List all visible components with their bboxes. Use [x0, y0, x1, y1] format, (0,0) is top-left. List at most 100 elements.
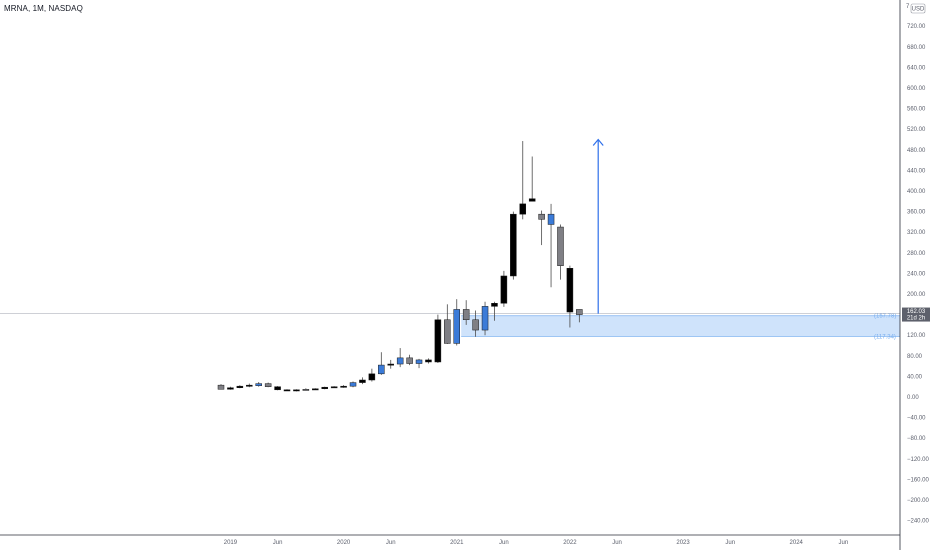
- candle-2019-12: [330, 386, 338, 389]
- candle-2019-02: [236, 385, 244, 389]
- x-tick-label: Jun: [386, 540, 396, 546]
- candle-body: [566, 268, 574, 313]
- y-tick-label: 200.00: [907, 292, 926, 298]
- zone-bottom-label: (117.34): [874, 335, 896, 341]
- candle-body: [538, 213, 545, 220]
- y-tick-label: 480.00: [907, 148, 926, 154]
- currency-badge: [910, 3, 926, 14]
- y-tick-label: 560.00: [907, 107, 926, 113]
- candle-body: [236, 385, 244, 388]
- candle-body: [396, 357, 404, 365]
- candle-2019-08: [293, 389, 300, 392]
- candle-2021-06: [500, 270, 508, 307]
- candle-2022-01: [566, 265, 574, 328]
- candle-body: [387, 363, 394, 366]
- candle-body: [302, 389, 310, 391]
- candle-2020-06: [387, 359, 394, 369]
- symbol-title: MRNA, 1M, NASDAQ: [4, 4, 83, 13]
- y-tick-label: 600.00: [907, 86, 926, 92]
- candle-body: [453, 309, 460, 344]
- currency-label: USD: [912, 7, 925, 13]
- candle-body: [293, 389, 300, 392]
- candle-2021-10: [538, 210, 545, 246]
- x-tick-label: 2023: [676, 540, 690, 546]
- candle-2020-03: [359, 377, 366, 385]
- y-tick-label: 520.00: [907, 127, 926, 133]
- candle-2021-05: [491, 301, 498, 321]
- x-tick-label: Jun: [839, 540, 849, 546]
- y-tick-label: 720.00: [907, 24, 926, 30]
- y-tick-label: 80.00: [907, 354, 923, 360]
- candle-body: [557, 226, 564, 266]
- candle-body: [330, 386, 338, 389]
- candle-2018-12: [217, 384, 225, 390]
- projection-arrow-head: [592, 138, 604, 146]
- candle-body: [246, 384, 253, 387]
- candle-2019-01: [227, 386, 234, 390]
- candle-2019-06: [274, 386, 281, 391]
- candle-2021-12: [557, 224, 564, 280]
- y-tick-label: 280.00: [907, 251, 926, 257]
- candle-body: [500, 275, 508, 304]
- candle-body: [462, 309, 470, 321]
- candle-body: [434, 319, 442, 363]
- candle-body: [415, 359, 423, 364]
- candle-2020-09: [415, 358, 423, 369]
- y-tick-label: 680.00: [907, 45, 926, 51]
- y-tick-label: 240.00: [907, 271, 926, 277]
- candle-body: [255, 383, 262, 386]
- arrow-layer: [592, 138, 604, 314]
- y-tick-label: 0.00: [907, 395, 919, 401]
- y-tick-label: −120.00: [907, 457, 930, 463]
- candle-body: [519, 203, 527, 215]
- candle-body: [217, 384, 225, 390]
- y-tick-label: −200.00: [907, 498, 930, 504]
- candle-2019-03: [246, 383, 253, 388]
- countdown-label: 21d 2h: [907, 316, 925, 322]
- candle-2021-01: [453, 299, 460, 346]
- candle-2020-01: [340, 385, 347, 388]
- y-tick-label: 640.00: [907, 65, 926, 71]
- candle-2021-07: [510, 211, 517, 280]
- candle-2019-04: [255, 382, 262, 387]
- x-tick-label: Jun: [499, 540, 509, 546]
- y-tick-label: 400.00: [907, 189, 926, 195]
- candle-body: [274, 386, 281, 391]
- x-tick-label: 2022: [563, 540, 577, 546]
- x-tick-label: Jun: [612, 540, 622, 546]
- candle-2020-10: [425, 358, 432, 364]
- candle-2019-07: [283, 389, 291, 392]
- candle-body: [378, 364, 385, 375]
- x-tick-label: Jun: [725, 540, 735, 546]
- x-tick-label: 2021: [450, 540, 464, 546]
- candle-body: [340, 385, 347, 388]
- candle-body: [227, 387, 234, 390]
- x-tick-label: 2019: [224, 540, 238, 546]
- support-zone-rect: [461, 315, 900, 337]
- candle-body: [547, 213, 555, 225]
- y-tick-label: 360.00: [907, 210, 926, 216]
- y-tick-label: −240.00: [907, 519, 930, 525]
- y-tick-label: 120.00: [907, 333, 926, 339]
- y-tick-label: −80.00: [907, 436, 926, 442]
- candle-2020-11: [434, 314, 442, 364]
- y-tick-label: 40.00: [907, 374, 923, 380]
- candle-body: [444, 319, 451, 344]
- candle-2021-04: [481, 301, 489, 336]
- current-price-badge: [902, 307, 930, 322]
- candle-2020-12: [444, 304, 451, 344]
- candle-2021-11: [547, 203, 555, 288]
- candle-body: [425, 359, 432, 363]
- candle-body: [359, 379, 366, 383]
- candle-2020-05: [378, 352, 385, 375]
- y-tick-label: 440.00: [907, 168, 926, 174]
- candle-2021-08: [519, 141, 527, 220]
- candle-2019-11: [321, 386, 328, 390]
- y-tick-label: −40.00: [907, 416, 926, 422]
- x-tick-label: 2020: [337, 540, 351, 546]
- candle-2020-02: [349, 381, 357, 388]
- candle-2022-02: [576, 309, 583, 323]
- candle-2021-03: [472, 310, 479, 337]
